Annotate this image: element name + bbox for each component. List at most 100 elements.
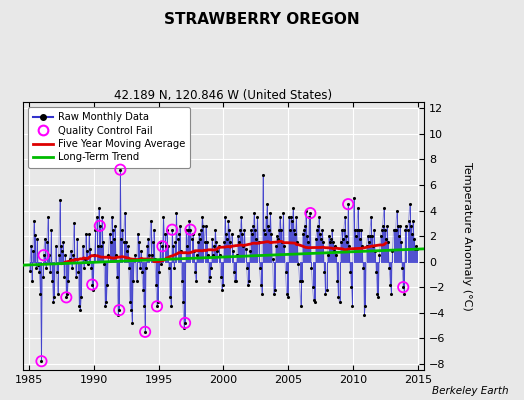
Point [73,236,81,242]
Point [369,243,377,250]
Point [191,269,199,275]
Point [212,239,221,246]
Point [75,303,83,310]
Point [67,248,75,254]
Point [137,248,145,254]
Point [25,267,34,274]
Point [357,226,365,233]
Point [208,236,216,242]
Point [42,239,51,246]
Point [409,218,417,224]
Point [264,223,272,229]
Point [27,243,35,250]
Point [204,252,212,258]
Point [37,358,46,364]
Point [148,239,157,246]
Point [352,233,360,239]
Point [362,243,370,250]
Point [360,312,368,318]
Point [271,243,280,250]
Point [142,265,150,271]
Point [275,226,283,233]
Point [51,243,60,250]
Point [288,218,296,224]
Point [355,226,363,233]
Point [314,223,322,229]
Point [331,243,340,250]
Point [37,358,46,364]
Point [376,233,385,239]
Point [184,226,192,233]
Point [306,210,314,216]
Point [165,265,173,271]
Point [158,243,167,250]
Text: STRAWBERRY OREGON: STRAWBERRY OREGON [164,12,360,27]
Point [348,303,357,310]
Point [189,230,197,237]
Point [199,223,208,229]
Point [353,226,361,233]
Point [177,248,185,254]
Point [280,243,289,250]
Point [173,236,182,242]
Point [56,197,64,204]
Point [123,248,131,254]
Point [230,269,238,275]
Point [222,230,231,237]
Point [178,278,186,284]
Point [32,265,40,271]
Point [242,246,250,252]
Point [339,236,347,242]
Point [113,274,121,280]
Point [200,239,209,246]
Point [223,236,232,242]
Point [317,236,325,242]
Point [258,290,266,297]
Point [197,226,205,233]
Point [141,329,149,335]
Point [263,201,271,207]
Point [102,299,111,306]
Point [156,239,165,246]
Point [155,269,163,275]
Point [74,269,82,275]
Point [411,246,419,252]
Point [86,246,94,252]
Point [346,269,355,275]
Point [116,166,125,173]
Point [183,243,191,250]
Point [68,265,76,271]
Point [111,223,119,229]
Point [398,265,406,271]
Point [305,214,313,220]
Point [256,281,265,288]
Point [151,256,159,262]
Y-axis label: Temperature Anomaly (°C): Temperature Anomaly (°C) [462,162,472,310]
Point [234,233,242,239]
Point [94,205,103,211]
Point [268,256,277,262]
Point [287,214,295,220]
Point [119,239,128,246]
Point [224,218,233,224]
Point [278,239,287,246]
Point [60,274,68,280]
Point [383,223,391,229]
Point [344,201,352,207]
Point [179,299,187,306]
Point [270,286,279,293]
Point [36,290,45,297]
Point [163,243,172,250]
Point [408,230,416,237]
Point [394,223,402,229]
Point [252,236,260,242]
Point [220,239,228,246]
Point [117,236,126,242]
Point [405,218,413,224]
Point [319,239,328,246]
Point [33,236,41,242]
Point [396,223,404,229]
Point [140,303,148,310]
Point [97,243,105,250]
Point [347,284,356,290]
